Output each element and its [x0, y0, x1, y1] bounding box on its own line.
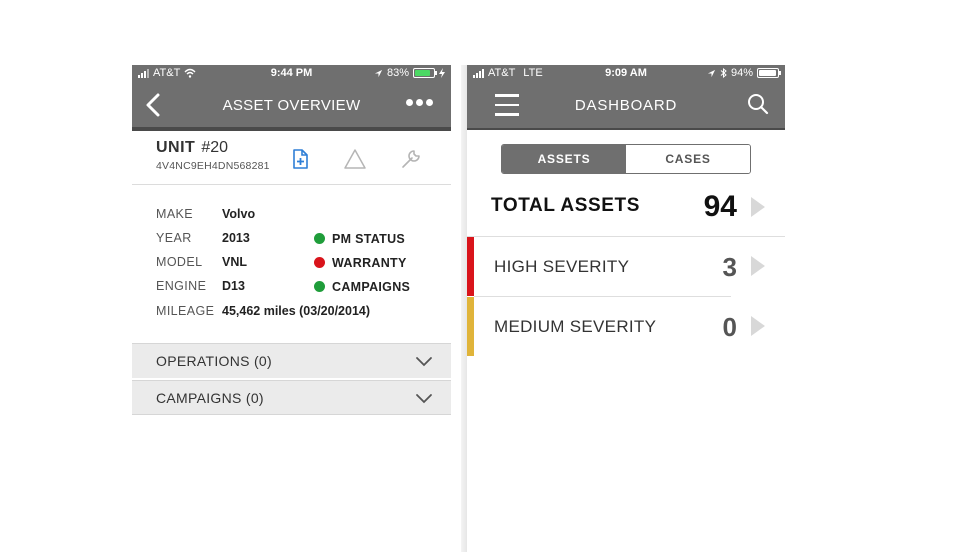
wifi-icon: [184, 68, 196, 78]
unit-number: #20: [201, 139, 229, 156]
chevron-left-icon[interactable]: [142, 91, 166, 119]
location-arrow-icon: [374, 69, 383, 77]
tab-assets[interactable]: ASSETS: [502, 145, 626, 173]
pm-status-indicator: PM STATUS: [314, 232, 405, 246]
nav-divider: [467, 128, 785, 130]
search-icon[interactable]: [747, 93, 769, 115]
status-bar: AT&T 9:44 PM 83%: [132, 65, 451, 83]
signal-icon: [138, 68, 149, 78]
chevron-right-icon: [751, 316, 765, 336]
spec-key: MODEL: [156, 255, 203, 269]
bluetooth-icon: [720, 68, 727, 78]
battery-icon: [757, 68, 781, 78]
status-dot-icon: [314, 257, 325, 268]
page-title: DASHBOARD: [574, 97, 678, 114]
unit-label: UNIT: [156, 139, 196, 156]
spec-key: MILEAGE: [156, 304, 215, 318]
dashboard-screen: AT&T LTE 9:09 AM 94% DASHBOARD ASSETS CA…: [467, 65, 785, 552]
battery-icon: [413, 68, 437, 78]
row-divider: [467, 236, 785, 237]
top-nav-bar: DASHBOARD: [467, 83, 785, 129]
spec-value: VNL: [222, 255, 247, 269]
unit-header: UNIT #20 4V4NC9EH4DN568281: [132, 131, 451, 185]
severity-count: 3: [722, 252, 737, 282]
chevron-right-icon: [751, 256, 765, 276]
medium-severity-row[interactable]: MEDIUM SEVERITY 0: [467, 297, 785, 356]
campaigns-indicator: CAMPAIGNS: [314, 280, 410, 294]
chevron-right-icon: [751, 197, 765, 217]
spec-value: 2013: [222, 231, 250, 245]
asset-overview-screen: AT&T 9:44 PM 83% ASSET OVERVIEW UNIT #20 …: [132, 65, 451, 552]
signal-icon: [473, 68, 484, 78]
status-label: WARRANTY: [332, 256, 407, 270]
view-toggle: ASSETS CASES: [501, 144, 751, 174]
section-label: CAMPAIGNS (0): [156, 390, 264, 406]
hamburger-menu-icon[interactable]: [495, 94, 521, 116]
charging-icon: [439, 68, 445, 78]
operations-section[interactable]: OPERATIONS (0): [132, 343, 451, 378]
total-assets-count: 94: [703, 190, 737, 223]
total-assets-label: TOTAL ASSETS: [491, 195, 641, 216]
campaigns-section[interactable]: CAMPAIGNS (0): [132, 380, 451, 415]
location-arrow-icon: [707, 69, 716, 77]
spec-value: 45,462 miles (03/20/2014): [222, 304, 371, 318]
spec-key: YEAR: [156, 231, 192, 245]
spec-key: MAKE: [156, 207, 194, 221]
spec-value: Volvo: [222, 207, 256, 221]
carrier-label: AT&T: [488, 67, 516, 79]
nav-divider: [132, 127, 451, 131]
warranty-indicator: WARRANTY: [314, 256, 407, 270]
spec-value: D13: [222, 279, 245, 293]
page-title: ASSET OVERVIEW: [222, 97, 361, 114]
clock: 9:44 PM: [270, 67, 313, 79]
chevron-down-icon: [416, 394, 432, 404]
status-label: PM STATUS: [332, 232, 406, 246]
status-dot-icon: [314, 281, 325, 292]
row-divider: [474, 296, 731, 297]
severity-color-bar: [467, 297, 474, 356]
severity-label: MEDIUM SEVERITY: [494, 317, 657, 336]
severity-label: HIGH SEVERITY: [494, 257, 630, 276]
add-document-icon[interactable]: [288, 147, 312, 171]
status-label: CAMPAIGNS: [332, 280, 411, 294]
vin-number: 4V4NC9EH4DN568281: [156, 160, 270, 172]
spec-key: ENGINE: [156, 279, 207, 293]
warning-triangle-icon[interactable]: [343, 147, 367, 171]
carrier-label: AT&T: [153, 67, 181, 79]
status-bar: AT&T LTE 9:09 AM 94%: [467, 65, 785, 83]
high-severity-row[interactable]: HIGH SEVERITY 3: [467, 237, 785, 296]
status-dot-icon: [314, 233, 325, 244]
clock: 9:09 AM: [605, 67, 647, 79]
total-assets-row[interactable]: TOTAL ASSETS 94: [467, 190, 785, 223]
top-nav-bar: ASSET OVERVIEW: [132, 83, 451, 127]
wrench-icon[interactable]: [399, 147, 423, 171]
battery-percent: 83%: [386, 67, 409, 79]
severity-color-bar: [467, 237, 474, 296]
unit-title: UNIT #20: [156, 139, 228, 157]
battery-percent: 94%: [730, 67, 753, 79]
chevron-down-icon: [416, 357, 432, 367]
tab-cases[interactable]: CASES: [626, 145, 750, 173]
screen-divider: [461, 65, 467, 552]
more-dots-icon[interactable]: [406, 99, 433, 106]
network-label: LTE: [523, 67, 543, 79]
severity-count: 0: [722, 312, 737, 342]
section-label: OPERATIONS (0): [156, 353, 272, 369]
